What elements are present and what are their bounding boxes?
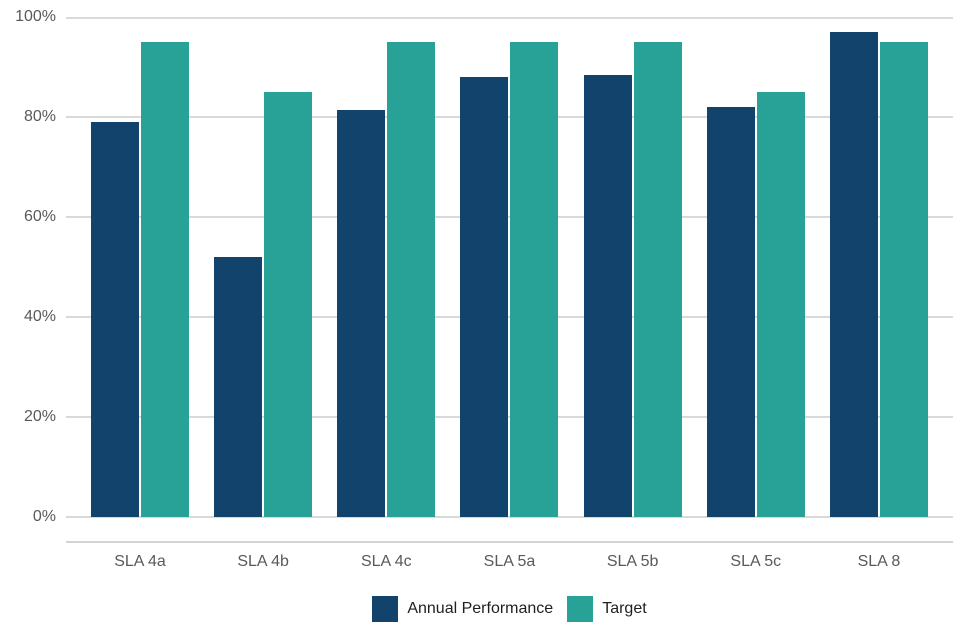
gridline-80 (66, 116, 953, 118)
bar-target-sla-8 (879, 42, 928, 517)
bar-group-sla-4b (214, 17, 313, 517)
legend-item-target: Target (567, 596, 647, 622)
bar-target-sla-4a (141, 42, 189, 517)
bars-row (91, 17, 928, 517)
legend-swatch-annual-performance (372, 596, 399, 622)
gridline-0 (66, 516, 953, 518)
x-tick-label-sla-4c: SLA 4c (360, 553, 412, 570)
gridline-20 (66, 416, 953, 418)
x-tick-label-sla-5a: SLA 5a (483, 553, 536, 570)
y-tick-label-100: 100% (15, 8, 56, 25)
bar-annual-performance-sla-5a (460, 77, 509, 517)
legend-label-annual-performance: Annual Performance (407, 600, 554, 617)
x-axis-line (66, 541, 953, 543)
y-tick-label-20: 20% (23, 408, 56, 425)
gridline-60 (66, 216, 953, 218)
bar-group-sla-8 (829, 17, 928, 517)
legend-label-target: Target (602, 600, 647, 617)
bar-annual-performance-sla-4b (214, 257, 263, 517)
bar-annual-performance-sla-4a (91, 122, 139, 517)
gridline-40 (66, 316, 953, 318)
bar-annual-performance-sla-4c (337, 109, 386, 517)
bar-target-sla-4c (387, 42, 436, 517)
bar-target-sla-5b (633, 42, 682, 517)
bar-annual-performance-sla-8 (829, 32, 878, 517)
bar-annual-performance-sla-5b (583, 74, 632, 517)
y-tick-label-60: 60% (23, 208, 56, 225)
x-tick-label-sla-5c: SLA 5c (730, 553, 782, 570)
y-tick-label-80: 80% (23, 108, 56, 125)
legend-swatch-target (567, 596, 594, 622)
bar-target-sla-5a (510, 42, 559, 517)
bar-group-sla-4a (91, 17, 189, 517)
bar-group-sla-5a (460, 17, 559, 517)
bar-group-sla-4c (337, 17, 436, 517)
bar-group-sla-5c (706, 17, 805, 517)
y-tick-label-0: 0% (32, 508, 56, 525)
x-tick-label-sla-8: SLA 8 (857, 553, 901, 570)
bar-target-sla-5c (756, 92, 805, 517)
plot-area (66, 17, 953, 518)
bar-group-sla-5b (583, 17, 682, 517)
gridline-100 (66, 17, 953, 19)
bar-target-sla-4b (264, 92, 313, 517)
x-tick-label-sla-4a: SLA 4a (114, 553, 166, 570)
bar-annual-performance-sla-5c (706, 107, 755, 517)
x-axis: SLA 4a SLA 4b SLA 4c SLA 5a SLA 5b SLA 5c SLA … (91, 552, 928, 572)
x-tick-label-sla-5b: SLA 5b (606, 553, 659, 570)
legend-item-annual-performance: Annual Performance (372, 596, 553, 622)
y-tick-label-40: 40% (23, 308, 56, 325)
x-tick-label-sla-4b: SLA 4b (237, 553, 289, 570)
legend: Annual Performance Target (66, 596, 953, 622)
